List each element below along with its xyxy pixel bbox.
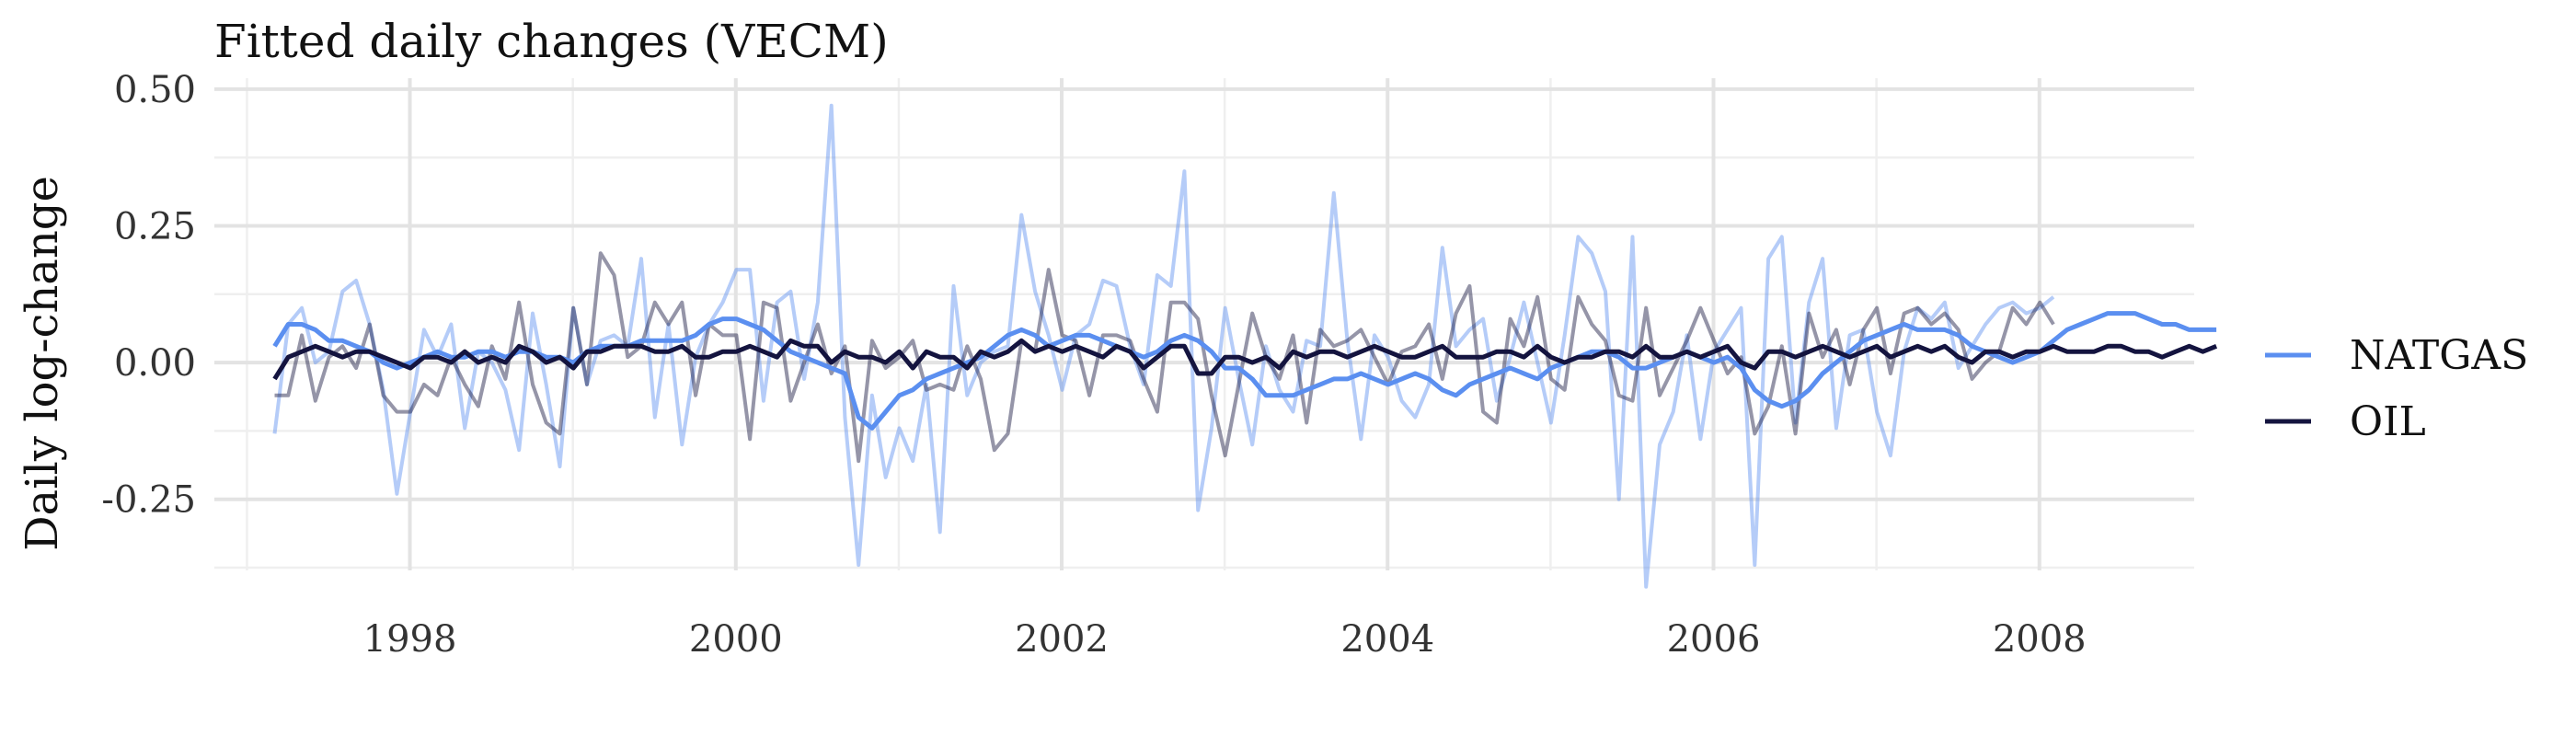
series-layer <box>272 103 2218 589</box>
x-tick-label: 2004 <box>1340 618 1434 661</box>
legend-label-oil: OIL <box>2350 398 2426 445</box>
oil-actual-line <box>274 251 2055 464</box>
natgas-actual-line <box>272 103 2055 589</box>
x-tick-label: 2008 <box>1993 618 2087 661</box>
y-tick-label: 0.00 <box>114 342 196 385</box>
x-tick-label: 2000 <box>689 618 783 661</box>
minor-gridlines <box>214 78 2194 570</box>
legend-label-natgas: NATGAS <box>2350 332 2528 379</box>
y-tick-label: 0.25 <box>114 206 196 248</box>
oil-fitted-line <box>272 338 2218 381</box>
x-tick-label: 2002 <box>1015 618 1109 661</box>
x-tick-label: 2006 <box>1667 618 1761 661</box>
legend: NATGAS OIL <box>2265 332 2528 445</box>
x-tick-label: 1998 <box>363 618 457 661</box>
chart-title: Fitted daily changes (VECM) <box>214 15 889 68</box>
y-tick-labels: 0.50 0.25 0.00 -0.25 <box>101 69 196 522</box>
major-gridlines <box>214 78 2194 570</box>
y-tick-label: 0.50 <box>114 69 196 111</box>
x-tick-labels: 1998 2000 2002 2004 2006 2008 <box>363 618 2087 661</box>
natgas-fitted-line <box>272 311 2217 431</box>
y-axis-label: Daily log-change <box>17 176 68 551</box>
y-tick-label: -0.25 <box>101 479 196 522</box>
